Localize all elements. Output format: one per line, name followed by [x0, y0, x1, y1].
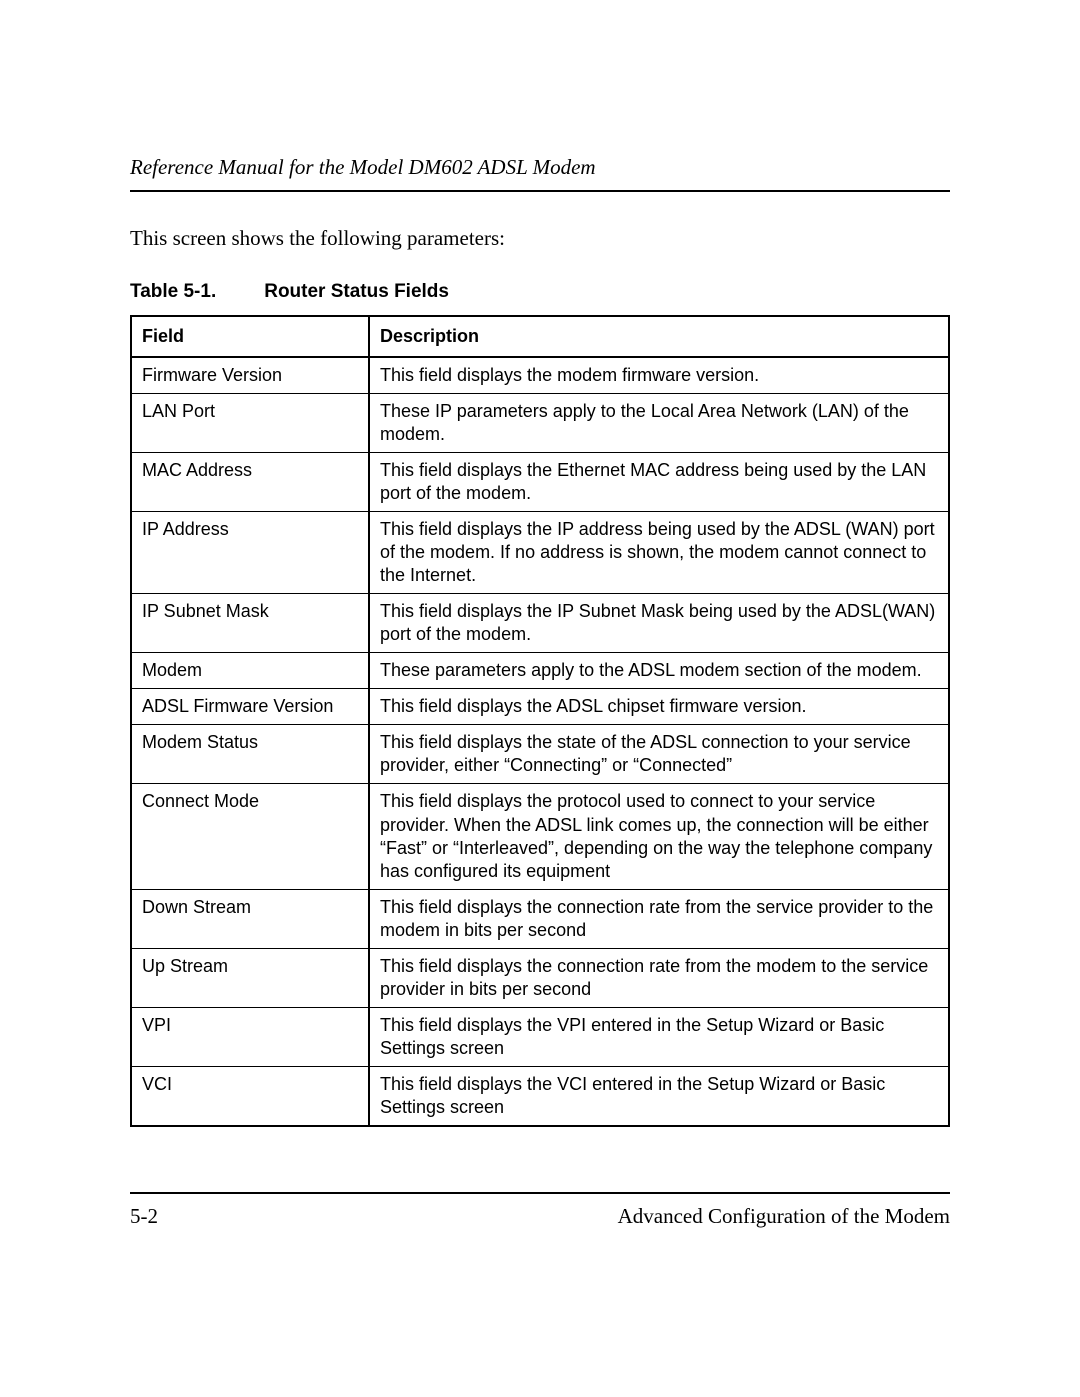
table-header-row: Field Description [131, 316, 949, 357]
field-cell: Up Stream [131, 948, 369, 1007]
table-row: VCIThis field displays the VCI entered i… [131, 1066, 949, 1126]
running-header: Reference Manual for the Model DM602 ADS… [130, 155, 950, 192]
table-row: ADSL Firmware VersionThis field displays… [131, 689, 949, 725]
description-cell: This field displays the state of the ADS… [369, 725, 949, 784]
table-row: Up StreamThis field displays the connect… [131, 948, 949, 1007]
table-row: IP AddressThis field displays the IP add… [131, 512, 949, 594]
table-caption-label: Table 5-1. [130, 281, 216, 302]
description-cell: This field displays the modem firmware v… [369, 357, 949, 394]
table-row: MAC AddressThis field displays the Ether… [131, 453, 949, 512]
footer-section-title: Advanced Configuration of the Modem [618, 1204, 950, 1229]
table-row: IP Subnet MaskThis field displays the IP… [131, 594, 949, 653]
description-cell: This field displays the connection rate … [369, 889, 949, 948]
table-caption-title: Router Status Fields [264, 281, 449, 302]
field-cell: IP Address [131, 512, 369, 594]
description-cell: This field displays the protocol used to… [369, 784, 949, 889]
description-cell: This field displays the VCI entered in t… [369, 1066, 949, 1126]
description-cell: This field displays the Ethernet MAC add… [369, 453, 949, 512]
field-cell: ADSL Firmware Version [131, 689, 369, 725]
field-cell: Firmware Version [131, 357, 369, 394]
table-row: Connect ModeThis field displays the prot… [131, 784, 949, 889]
table-row: Modem StatusThis field displays the stat… [131, 725, 949, 784]
footer-page-number: 5-2 [130, 1204, 158, 1229]
field-cell: VPI [131, 1007, 369, 1066]
col-header-description: Description [369, 316, 949, 357]
description-cell: This field displays the connection rate … [369, 948, 949, 1007]
col-header-field: Field [131, 316, 369, 357]
field-cell: Connect Mode [131, 784, 369, 889]
field-cell: Down Stream [131, 889, 369, 948]
field-cell: LAN Port [131, 394, 369, 453]
manual-page: Reference Manual for the Model DM602 ADS… [0, 0, 1080, 1397]
table-row: LAN PortThese IP parameters apply to the… [131, 394, 949, 453]
field-cell: Modem Status [131, 725, 369, 784]
page-footer: 5-2 Advanced Configuration of the Modem [130, 1192, 950, 1229]
field-cell: Modem [131, 653, 369, 689]
field-cell: MAC Address [131, 453, 369, 512]
table-caption: Table 5-1. Router Status Fields [130, 281, 950, 303]
table-row: ModemThese parameters apply to the ADSL … [131, 653, 949, 689]
description-cell: This field displays the IP Subnet Mask b… [369, 594, 949, 653]
table-row: Firmware VersionThis field displays the … [131, 357, 949, 394]
description-cell: This field displays the ADSL chipset fir… [369, 689, 949, 725]
intro-paragraph: This screen shows the following paramete… [130, 226, 950, 251]
field-cell: VCI [131, 1066, 369, 1126]
description-cell: This field displays the IP address being… [369, 512, 949, 594]
description-cell: This field displays the VPI entered in t… [369, 1007, 949, 1066]
description-cell: These IP parameters apply to the Local A… [369, 394, 949, 453]
table-row: Down StreamThis field displays the conne… [131, 889, 949, 948]
table-row: VPIThis field displays the VPI entered i… [131, 1007, 949, 1066]
field-cell: IP Subnet Mask [131, 594, 369, 653]
description-cell: These parameters apply to the ADSL modem… [369, 653, 949, 689]
router-status-fields-table: Field Description Firmware VersionThis f… [130, 315, 950, 1127]
